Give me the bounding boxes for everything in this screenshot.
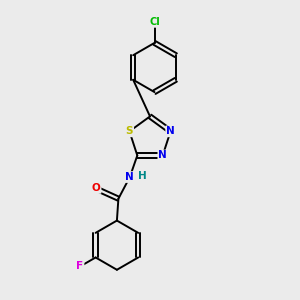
Text: Cl: Cl: [149, 17, 160, 27]
Text: S: S: [126, 126, 133, 136]
Text: O: O: [92, 183, 100, 193]
Text: H: H: [138, 171, 147, 181]
Text: F: F: [76, 262, 84, 272]
Text: N: N: [125, 172, 134, 182]
Text: N: N: [166, 126, 175, 136]
Text: N: N: [158, 151, 167, 160]
